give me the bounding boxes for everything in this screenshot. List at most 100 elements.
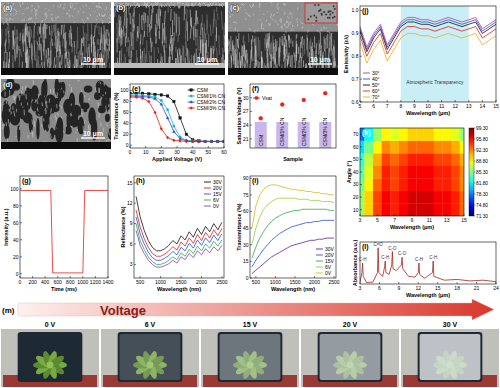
legend-marker <box>190 89 193 92</box>
arrow-label: Voltage <box>100 303 146 318</box>
sem-texture <box>1 2 111 75</box>
plot-frame <box>360 128 464 216</box>
y-tick-label: 60 <box>353 144 359 150</box>
legend-swatch <box>204 206 211 207</box>
annotation: Atmospheric Transparency <box>406 80 464 85</box>
plot-area <box>360 6 496 102</box>
colorbar-label: 81.80 <box>476 181 488 186</box>
y-tick <box>130 134 132 135</box>
legend-swatch <box>363 79 370 80</box>
chart-panel: 50010001500200025003691215Wavelength (nm… <box>120 176 228 292</box>
x-tick <box>455 100 456 102</box>
heat-cell <box>460 141 464 154</box>
x-tick-label: 2000 <box>309 279 320 285</box>
x-tick-label: 0 <box>129 149 132 155</box>
x-axis-label: Time (ms) <box>51 286 77 292</box>
photo-background <box>101 329 199 387</box>
colorbar-label: 78.30 <box>476 192 488 197</box>
x-tick-label: 40 <box>190 149 196 155</box>
heat-cell <box>434 166 443 179</box>
x-tick-label: 14 <box>480 103 486 109</box>
panel-label: (h) <box>136 177 145 185</box>
plot-frame <box>360 6 496 102</box>
y-tick-label: 15 <box>127 180 133 186</box>
y-tick-label: 20 <box>353 194 359 200</box>
heat-cell <box>382 141 391 154</box>
panel-label: (i) <box>252 177 259 185</box>
legend-swatch <box>204 194 211 195</box>
sem-pores <box>1 79 111 143</box>
heat-cell <box>390 178 399 191</box>
legend-swatch <box>188 96 195 97</box>
chart-panel: 0200400600800100012001400020406080100Tim… <box>3 176 114 292</box>
x-tick-label: 9 <box>413 103 416 109</box>
heat-cell <box>442 178 451 191</box>
annotation: C-H <box>381 255 389 260</box>
x-tick-label: 9 <box>397 285 400 291</box>
x-tick-label: 11 <box>427 217 432 223</box>
plot-frame <box>250 84 336 148</box>
x-tick-label: 3 <box>359 217 362 223</box>
plant-leaf <box>47 354 66 370</box>
x-axis-label: Wavelength (μm) <box>406 110 450 116</box>
colorbar-label: 85.30 <box>476 170 488 175</box>
marker <box>147 96 150 99</box>
y-tick-label: 20 <box>13 254 19 260</box>
annotation: C-H <box>415 257 423 262</box>
heat-cell <box>408 191 417 204</box>
heat-cell <box>390 128 399 141</box>
heat-cell <box>399 178 408 191</box>
heat-cell <box>360 203 365 216</box>
heat-cell <box>373 153 382 166</box>
y-tick-label: 80 <box>123 98 129 104</box>
series-line <box>252 198 334 245</box>
photo-background <box>1 329 99 387</box>
panel-label: (a) <box>3 3 13 12</box>
marker <box>179 117 182 120</box>
y-tick <box>250 125 252 126</box>
series-line <box>252 238 334 273</box>
series-line <box>360 248 496 283</box>
sem-image: 10 μm(a) <box>1 2 111 88</box>
chart-panel: CSMCSM/1% CNCSM/2% CNCSM/3% CN21242730Sa… <box>236 84 336 162</box>
annotation: C-O <box>398 251 407 256</box>
x-tick-label: 50 <box>206 149 212 155</box>
marker <box>198 140 201 143</box>
heat-cell <box>390 203 399 216</box>
marker <box>173 139 176 142</box>
colorbar-label: 92.30 <box>476 148 488 153</box>
photo <box>401 329 499 387</box>
y-axis-label: Absorbance (a.u.) <box>352 240 358 287</box>
heat-cell <box>442 203 451 216</box>
marker <box>204 140 207 143</box>
series-line <box>136 230 222 267</box>
heat-cell <box>399 153 408 166</box>
heat-cell <box>416 166 425 179</box>
y-axis-label: Saturation Voltage (V) <box>236 87 242 144</box>
heat-cell <box>434 203 443 216</box>
sem-texture <box>228 2 338 75</box>
sem-image: 10 μm(d) <box>1 77 114 149</box>
x-tick-label: CSM/2% CN <box>301 117 307 146</box>
device-frame <box>118 332 183 382</box>
marker <box>323 91 327 95</box>
chart-panel: 50010001500200025000153045607590Waveleng… <box>236 175 340 291</box>
heat-cell <box>460 203 464 216</box>
chart-panel: 357911131510203040506070Wavelength (μm)A… <box>346 126 488 230</box>
marker <box>204 140 207 143</box>
heat-cell <box>390 141 399 154</box>
legend-swatch <box>363 91 370 92</box>
frame-label: 6 V <box>145 321 156 328</box>
sem-background <box>228 2 338 68</box>
plot-frame <box>360 242 496 284</box>
y-tick-label: 75 <box>243 192 249 198</box>
x-tick-label: 13 <box>444 217 450 223</box>
legend-swatch <box>316 273 323 274</box>
marker <box>141 94 144 97</box>
y-tick-label: 40 <box>123 120 129 126</box>
heat-cell <box>399 166 408 179</box>
y-tick-label: 0 <box>16 271 19 277</box>
y-tick-label: 0.8 <box>352 53 359 59</box>
x-tick <box>414 100 415 102</box>
heat-cell <box>434 191 443 204</box>
